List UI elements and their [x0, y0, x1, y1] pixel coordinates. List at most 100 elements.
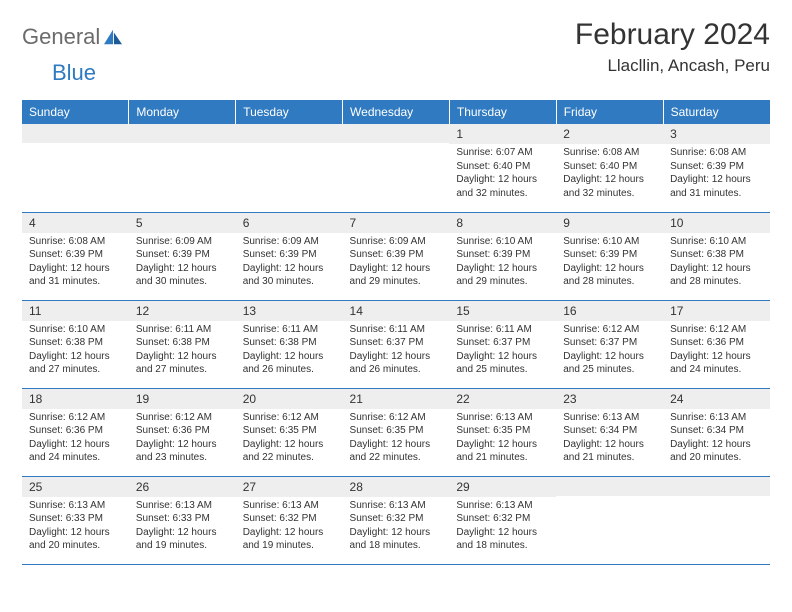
- empty-day-num-bar: [22, 124, 129, 143]
- day-details: Sunrise: 6:13 AMSunset: 6:33 PMDaylight:…: [129, 497, 236, 557]
- day-number: 25: [22, 477, 129, 497]
- calendar-day-cell: 25Sunrise: 6:13 AMSunset: 6:33 PMDayligh…: [22, 476, 129, 564]
- day-number: 18: [22, 389, 129, 409]
- calendar-day-cell: 6Sunrise: 6:09 AMSunset: 6:39 PMDaylight…: [236, 212, 343, 300]
- day-details: Sunrise: 6:10 AMSunset: 6:38 PMDaylight:…: [22, 321, 129, 381]
- weekday-header-row: Sunday Monday Tuesday Wednesday Thursday…: [22, 100, 770, 124]
- calendar-day-cell: 15Sunrise: 6:11 AMSunset: 6:37 PMDayligh…: [449, 300, 556, 388]
- day-details: Sunrise: 6:08 AMSunset: 6:39 PMDaylight:…: [22, 233, 129, 293]
- calendar-day-cell: 19Sunrise: 6:12 AMSunset: 6:36 PMDayligh…: [129, 388, 236, 476]
- title-block: February 2024 Llacllin, Ancash, Peru: [575, 18, 770, 76]
- calendar-day-cell: 21Sunrise: 6:12 AMSunset: 6:35 PMDayligh…: [343, 388, 450, 476]
- logo-sail-icon: [102, 28, 124, 46]
- logo: General: [22, 18, 126, 50]
- calendar-day-cell: 14Sunrise: 6:11 AMSunset: 6:37 PMDayligh…: [343, 300, 450, 388]
- calendar-day-cell: 22Sunrise: 6:13 AMSunset: 6:35 PMDayligh…: [449, 388, 556, 476]
- weekday-monday: Monday: [129, 100, 236, 124]
- day-number: 2: [556, 124, 663, 144]
- location: Llacllin, Ancash, Peru: [575, 56, 770, 76]
- day-number: 12: [129, 301, 236, 321]
- empty-day-num-bar: [236, 124, 343, 143]
- day-details: Sunrise: 6:09 AMSunset: 6:39 PMDaylight:…: [129, 233, 236, 293]
- day-number: 28: [343, 477, 450, 497]
- logo-text-general: General: [22, 24, 100, 50]
- day-details: Sunrise: 6:11 AMSunset: 6:37 PMDaylight:…: [343, 321, 450, 381]
- calendar-day-cell: 23Sunrise: 6:13 AMSunset: 6:34 PMDayligh…: [556, 388, 663, 476]
- day-number: 26: [129, 477, 236, 497]
- weekday-sunday: Sunday: [22, 100, 129, 124]
- day-number: 3: [663, 124, 770, 144]
- calendar-day-cell: 28Sunrise: 6:13 AMSunset: 6:32 PMDayligh…: [343, 476, 450, 564]
- day-details: Sunrise: 6:12 AMSunset: 6:37 PMDaylight:…: [556, 321, 663, 381]
- day-details: Sunrise: 6:09 AMSunset: 6:39 PMDaylight:…: [343, 233, 450, 293]
- day-number: 22: [449, 389, 556, 409]
- calendar-week-row: 1Sunrise: 6:07 AMSunset: 6:40 PMDaylight…: [22, 124, 770, 212]
- calendar-day-cell: [129, 124, 236, 212]
- calendar-day-cell: 24Sunrise: 6:13 AMSunset: 6:34 PMDayligh…: [663, 388, 770, 476]
- calendar-body: 1Sunrise: 6:07 AMSunset: 6:40 PMDaylight…: [22, 124, 770, 564]
- calendar-day-cell: [22, 124, 129, 212]
- day-number: 21: [343, 389, 450, 409]
- day-details: Sunrise: 6:12 AMSunset: 6:36 PMDaylight:…: [663, 321, 770, 381]
- day-number: 24: [663, 389, 770, 409]
- day-details: Sunrise: 6:11 AMSunset: 6:37 PMDaylight:…: [449, 321, 556, 381]
- calendar-day-cell: 10Sunrise: 6:10 AMSunset: 6:38 PMDayligh…: [663, 212, 770, 300]
- day-details: Sunrise: 6:08 AMSunset: 6:39 PMDaylight:…: [663, 144, 770, 204]
- calendar-day-cell: 17Sunrise: 6:12 AMSunset: 6:36 PMDayligh…: [663, 300, 770, 388]
- calendar-day-cell: 18Sunrise: 6:12 AMSunset: 6:36 PMDayligh…: [22, 388, 129, 476]
- weekday-saturday: Saturday: [663, 100, 770, 124]
- day-number: 27: [236, 477, 343, 497]
- day-details: Sunrise: 6:12 AMSunset: 6:35 PMDaylight:…: [343, 409, 450, 469]
- day-number: 6: [236, 213, 343, 233]
- empty-day-num-bar: [343, 124, 450, 143]
- day-details: Sunrise: 6:10 AMSunset: 6:39 PMDaylight:…: [556, 233, 663, 293]
- calendar-week-row: 18Sunrise: 6:12 AMSunset: 6:36 PMDayligh…: [22, 388, 770, 476]
- day-number: 29: [449, 477, 556, 497]
- calendar-day-cell: [343, 124, 450, 212]
- calendar-day-cell: 5Sunrise: 6:09 AMSunset: 6:39 PMDaylight…: [129, 212, 236, 300]
- day-details: Sunrise: 6:13 AMSunset: 6:32 PMDaylight:…: [449, 497, 556, 557]
- calendar-day-cell: 4Sunrise: 6:08 AMSunset: 6:39 PMDaylight…: [22, 212, 129, 300]
- calendar-day-cell: 16Sunrise: 6:12 AMSunset: 6:37 PMDayligh…: [556, 300, 663, 388]
- day-details: Sunrise: 6:08 AMSunset: 6:40 PMDaylight:…: [556, 144, 663, 204]
- calendar-day-cell: 26Sunrise: 6:13 AMSunset: 6:33 PMDayligh…: [129, 476, 236, 564]
- day-details: Sunrise: 6:10 AMSunset: 6:38 PMDaylight:…: [663, 233, 770, 293]
- day-number: 11: [22, 301, 129, 321]
- day-number: 5: [129, 213, 236, 233]
- day-details: Sunrise: 6:12 AMSunset: 6:35 PMDaylight:…: [236, 409, 343, 469]
- calendar-day-cell: 11Sunrise: 6:10 AMSunset: 6:38 PMDayligh…: [22, 300, 129, 388]
- calendar-day-cell: [663, 476, 770, 564]
- month-title: February 2024: [575, 18, 770, 52]
- calendar-week-row: 11Sunrise: 6:10 AMSunset: 6:38 PMDayligh…: [22, 300, 770, 388]
- calendar-day-cell: 27Sunrise: 6:13 AMSunset: 6:32 PMDayligh…: [236, 476, 343, 564]
- calendar-day-cell: 1Sunrise: 6:07 AMSunset: 6:40 PMDaylight…: [449, 124, 556, 212]
- day-details: Sunrise: 6:13 AMSunset: 6:33 PMDaylight:…: [22, 497, 129, 557]
- day-number: 1: [449, 124, 556, 144]
- day-details: Sunrise: 6:13 AMSunset: 6:35 PMDaylight:…: [449, 409, 556, 469]
- weekday-wednesday: Wednesday: [343, 100, 450, 124]
- day-number: 14: [343, 301, 450, 321]
- day-details: Sunrise: 6:13 AMSunset: 6:32 PMDaylight:…: [343, 497, 450, 557]
- calendar-day-cell: 13Sunrise: 6:11 AMSunset: 6:38 PMDayligh…: [236, 300, 343, 388]
- day-details: Sunrise: 6:13 AMSunset: 6:32 PMDaylight:…: [236, 497, 343, 557]
- calendar-day-cell: 20Sunrise: 6:12 AMSunset: 6:35 PMDayligh…: [236, 388, 343, 476]
- day-number: 20: [236, 389, 343, 409]
- day-details: Sunrise: 6:11 AMSunset: 6:38 PMDaylight:…: [236, 321, 343, 381]
- calendar-day-cell: 9Sunrise: 6:10 AMSunset: 6:39 PMDaylight…: [556, 212, 663, 300]
- day-details: Sunrise: 6:12 AMSunset: 6:36 PMDaylight:…: [22, 409, 129, 469]
- day-number: 9: [556, 213, 663, 233]
- day-details: Sunrise: 6:07 AMSunset: 6:40 PMDaylight:…: [449, 144, 556, 204]
- calendar-day-cell: [556, 476, 663, 564]
- day-details: Sunrise: 6:12 AMSunset: 6:36 PMDaylight:…: [129, 409, 236, 469]
- day-number: 15: [449, 301, 556, 321]
- weekday-thursday: Thursday: [449, 100, 556, 124]
- empty-day-num-bar: [556, 477, 663, 496]
- day-number: 4: [22, 213, 129, 233]
- calendar-week-row: 25Sunrise: 6:13 AMSunset: 6:33 PMDayligh…: [22, 476, 770, 564]
- weekday-friday: Friday: [556, 100, 663, 124]
- day-details: Sunrise: 6:09 AMSunset: 6:39 PMDaylight:…: [236, 233, 343, 293]
- calendar-day-cell: 29Sunrise: 6:13 AMSunset: 6:32 PMDayligh…: [449, 476, 556, 564]
- day-number: 13: [236, 301, 343, 321]
- calendar-day-cell: 12Sunrise: 6:11 AMSunset: 6:38 PMDayligh…: [129, 300, 236, 388]
- day-number: 7: [343, 213, 450, 233]
